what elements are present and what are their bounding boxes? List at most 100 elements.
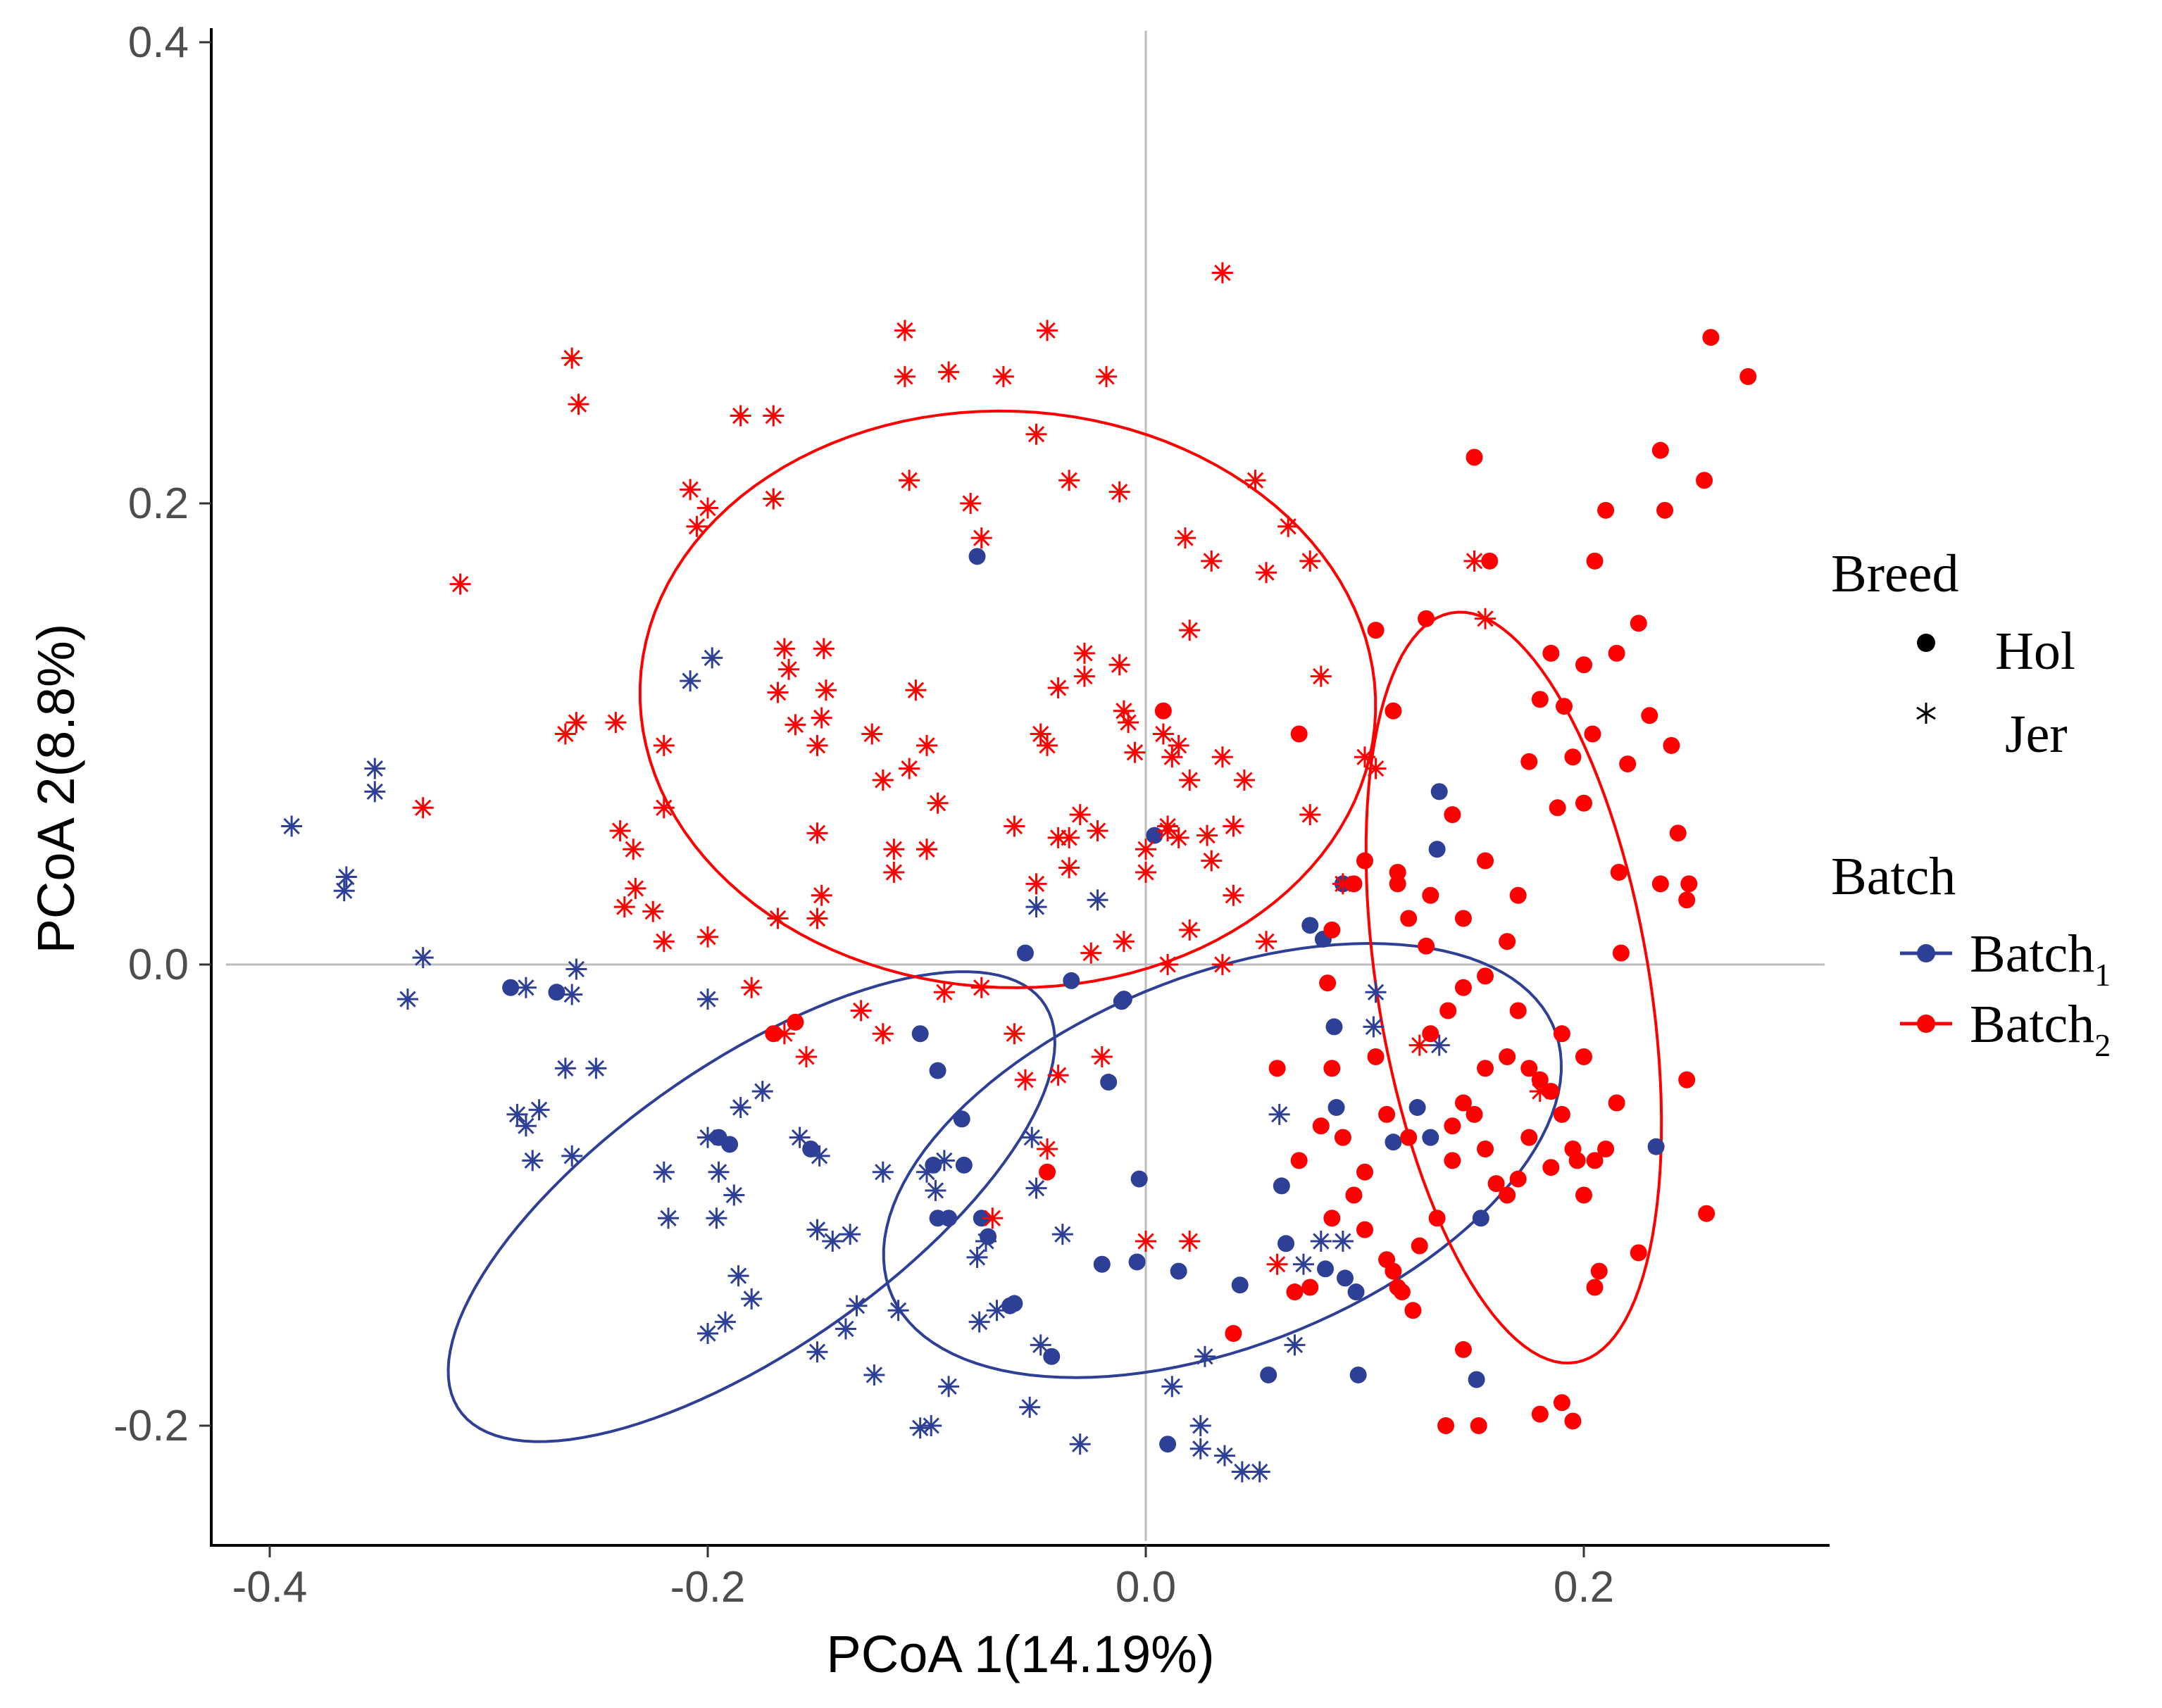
point-batch1-jer bbox=[697, 1323, 718, 1344]
point-batch2-hol bbox=[1400, 1129, 1418, 1146]
point-batch2-hol bbox=[1301, 1279, 1319, 1296]
point-batch1-jer bbox=[789, 1126, 811, 1148]
point-batch2-jer bbox=[1135, 839, 1156, 860]
point-batch2-jer bbox=[653, 797, 675, 819]
point-batch2-jer bbox=[697, 926, 718, 948]
ellipse-batch1-hol bbox=[882, 941, 1563, 1379]
legend-jer-key bbox=[1916, 703, 1936, 724]
legend: Breed Hol Jer Batch Batch1 Batch2 bbox=[1831, 544, 2111, 1063]
legend-batch1-key bbox=[1900, 944, 1952, 962]
point-batch2-hol bbox=[1542, 1159, 1560, 1176]
point-batch2-hol bbox=[1477, 1060, 1494, 1077]
point-batch1-jer bbox=[806, 1219, 828, 1241]
point-batch2-jer bbox=[566, 712, 587, 734]
point-batch1-jer bbox=[281, 815, 303, 837]
point-batch2-jer bbox=[1025, 423, 1047, 445]
point-batch2-hol bbox=[1385, 1262, 1402, 1280]
point-batch2-jer bbox=[927, 792, 949, 814]
point-batch2-hol bbox=[1553, 1394, 1570, 1412]
point-batch2-jer bbox=[1030, 723, 1051, 745]
point-batch2-hol bbox=[1696, 472, 1713, 489]
point-batch1-hol bbox=[1277, 1235, 1295, 1252]
point-batch2-hol bbox=[1154, 702, 1172, 720]
point-batch2-jer bbox=[899, 470, 920, 491]
point-batch2-hol bbox=[1509, 886, 1527, 904]
point-batch1-jer bbox=[561, 984, 583, 1005]
point-batch1-jer bbox=[806, 1341, 828, 1363]
point-batch1-jer bbox=[714, 1311, 736, 1333]
point-batch2-jer bbox=[883, 839, 905, 860]
point-batch1-jer bbox=[708, 1161, 730, 1183]
point-batch1-jer bbox=[566, 958, 587, 980]
point-batch1-jer bbox=[697, 1126, 718, 1148]
point-batch2-jer bbox=[1113, 931, 1135, 953]
point-batch2-jer bbox=[806, 908, 828, 929]
point-batch2-hol bbox=[1356, 852, 1373, 869]
point-batch2-hol bbox=[1477, 852, 1494, 869]
point-batch2-hol bbox=[1509, 1002, 1527, 1019]
point-batch2-hol bbox=[1520, 753, 1538, 770]
point-batch1-hol bbox=[1093, 1255, 1111, 1273]
point-batch2-hol bbox=[1345, 1186, 1363, 1204]
point-batch2-hol bbox=[1630, 1244, 1647, 1262]
point-batch2-jer bbox=[861, 723, 883, 745]
point-batch2-jer bbox=[1073, 642, 1095, 664]
point-batch2-jer bbox=[872, 770, 894, 791]
point-batch1-hol bbox=[1325, 1018, 1343, 1036]
point-batch2-jer bbox=[1157, 815, 1179, 837]
point-batch2-hol bbox=[1356, 1163, 1373, 1181]
point-batch2-jer bbox=[449, 573, 471, 595]
point-batch2-jer bbox=[916, 734, 937, 756]
point-batch2-jer bbox=[1014, 1069, 1036, 1091]
point-batch2-jer bbox=[1365, 758, 1387, 779]
point-batch2-jer bbox=[1157, 954, 1179, 975]
point-batch2-hol bbox=[1039, 1163, 1056, 1181]
point-batch2-jer bbox=[1299, 550, 1321, 572]
point-batch2-jer bbox=[970, 527, 992, 549]
point-batch2-jer bbox=[811, 707, 832, 729]
point-batch2-jer bbox=[1152, 723, 1174, 745]
point-batch1-hol bbox=[1468, 1371, 1485, 1388]
point-batch1-jer bbox=[554, 1057, 576, 1079]
point-batch2-hol bbox=[1553, 1105, 1570, 1123]
point-batch2-jer bbox=[894, 365, 916, 387]
point-batch2-hol bbox=[1356, 1221, 1373, 1238]
point-batch2-jer bbox=[625, 877, 646, 899]
point-batch1-jer bbox=[506, 1103, 528, 1125]
point-batch2-jer bbox=[1196, 824, 1218, 846]
point-batch1-hol bbox=[1170, 1262, 1187, 1280]
point-batch2-hol bbox=[1656, 501, 1674, 519]
point-batch1-jer bbox=[1189, 1438, 1211, 1459]
point-batch1-jer bbox=[1213, 1445, 1235, 1467]
x-axis-ticks: -0.4 -0.2 0.0 0.2 bbox=[232, 1545, 1614, 1612]
point-batch2-jer bbox=[1332, 873, 1354, 895]
point-batch2-hol bbox=[1323, 1060, 1341, 1077]
point-batch2-jer bbox=[1211, 954, 1233, 975]
point-batch1-hol bbox=[1337, 1269, 1354, 1287]
point-batch2-jer bbox=[1073, 665, 1095, 687]
point-batch1-jer bbox=[1332, 1231, 1354, 1252]
point-batch2-hol bbox=[1367, 622, 1385, 639]
point-batch2-hol bbox=[1509, 1170, 1527, 1188]
point-batch2-jer bbox=[795, 1046, 817, 1067]
point-batch1-jer bbox=[1161, 1376, 1183, 1398]
point-batch2-hol bbox=[1610, 864, 1627, 881]
legend-batch2-label: Batch2 bbox=[1970, 995, 2111, 1063]
point-batch1-jer bbox=[697, 988, 718, 1010]
point-batch1-jer bbox=[585, 1057, 607, 1079]
point-batch2-hol bbox=[1651, 441, 1669, 459]
point-batch2-jer bbox=[1201, 850, 1223, 872]
point-batch1-jer bbox=[1249, 1461, 1270, 1483]
point-batch2-hol bbox=[1411, 1237, 1428, 1255]
ellipse-batch2-hol bbox=[1364, 610, 1663, 1365]
point-batch2-hol bbox=[1698, 1205, 1716, 1222]
point-batch2-jer bbox=[883, 862, 905, 883]
point-batch2-hol bbox=[1477, 967, 1494, 985]
point-batch1-hol bbox=[1113, 993, 1130, 1010]
point-batch2-jer bbox=[1211, 746, 1233, 768]
point-batch2-jer bbox=[1047, 677, 1069, 698]
point-batch2-jer bbox=[938, 361, 960, 383]
point-batch2-jer bbox=[1161, 746, 1183, 768]
point-batch2-jer bbox=[1179, 1231, 1201, 1252]
